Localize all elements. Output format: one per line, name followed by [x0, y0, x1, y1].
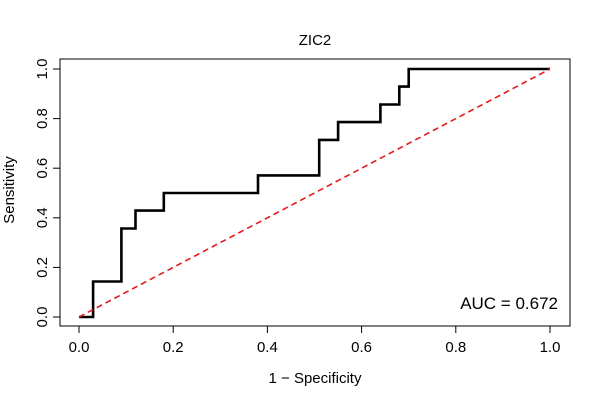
x-tick-label: 0.8 — [445, 339, 466, 356]
x-tick-label: 0.0 — [69, 339, 90, 356]
x-tick-label: 0.2 — [163, 339, 184, 356]
x-tick-label: 0.6 — [351, 339, 372, 356]
x-tick-label: 1.0 — [540, 339, 561, 356]
y-tick-label: 0.2 — [34, 257, 51, 278]
x-axis-label: 1 − Specificity — [269, 370, 362, 387]
auc-annotation: AUC = 0.672 — [460, 294, 558, 313]
y-tick-label: 0.8 — [34, 108, 51, 129]
chart-title: ZIC2 — [299, 32, 332, 49]
y-tick-label: 1.0 — [34, 59, 51, 80]
y-tick-label: 0.6 — [34, 158, 51, 179]
roc-curve — [79, 67, 550, 319]
plot-area: 0.0 0.2 0.4 0.6 0.8 1.0 0.0 0.2 0.4 0.6 0.8 1.0 — [34, 58, 571, 356]
y-axis-label: Sensitivity — [1, 156, 18, 224]
chance-line — [78, 68, 551, 318]
y-tick-label: 0.4 — [34, 207, 51, 228]
y-tick-label: 0.0 — [34, 307, 51, 328]
x-tick-label: 0.4 — [257, 339, 278, 356]
